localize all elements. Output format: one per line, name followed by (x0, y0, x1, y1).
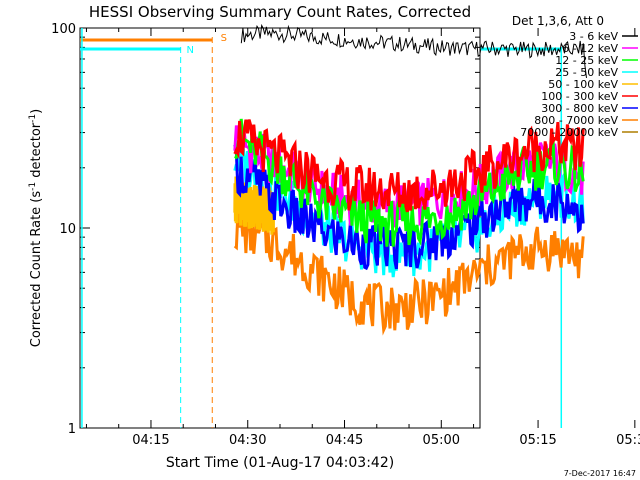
legend-label: 12 - 25 keV (555, 54, 618, 67)
y-axis-label-sup2: -1 (28, 114, 38, 123)
plot-frame (79, 27, 481, 429)
x-tick-label: 05:15 (519, 433, 556, 448)
x-axis: 04:15 04:30 04:45 05:00 05:15 05:30 (85, 28, 640, 448)
saa-flag-label: S (221, 33, 227, 44)
series-layer (233, 23, 587, 336)
y-axis-label-sup1: -1 (28, 182, 38, 191)
y-axis-label-end: ) (29, 109, 44, 114)
x-tick-label: 04:45 (326, 433, 363, 448)
y-axis-label-main: Corrected Count Rate (s (29, 191, 44, 348)
date-stamp: 7-Dec-2017 16:47 (564, 469, 636, 478)
legend-label: 25 - 50 keV (555, 66, 618, 79)
night-flag-label: N (186, 45, 193, 56)
series-line (233, 176, 275, 235)
x-axis-label: Start Time (01-Aug-17 04:03:42) (166, 455, 394, 471)
legend-label: 800 - 7000 keV (534, 114, 618, 127)
y-axis-label-mid: detector (29, 122, 44, 182)
series-line (233, 119, 585, 213)
x-tick-label: 05:30 (616, 433, 640, 448)
y-axis: 1 10 100 (51, 22, 480, 437)
y-tick-label: 100 (51, 22, 76, 37)
x-tick-label: 05:00 (423, 433, 460, 448)
y-tick-label: 10 (59, 222, 76, 237)
legend-label: 100 - 300 keV (541, 90, 618, 103)
series-line (233, 209, 585, 336)
legend-label: 6 - 12 keV (562, 42, 618, 55)
legend-header: Det 1,3,6, Att 0 (512, 14, 604, 28)
series-line (240, 23, 587, 78)
y-axis-label: Corrected Count Rate (s-1 detector-1) (28, 109, 44, 347)
x-tick-label: 04:30 (229, 433, 266, 448)
legend-label: 3 - 6 keV (569, 30, 618, 43)
y-tick-label: 1 (68, 422, 76, 437)
x-tick-label: 04:15 (132, 433, 169, 448)
legend-label: 50 - 100 keV (548, 78, 618, 91)
legend-label: 7000 - 20000 keV (520, 126, 618, 139)
chart-title: HESSI Observing Summary Count Rates, Cor… (89, 3, 471, 21)
legend-label: 300 - 800 keV (541, 102, 618, 115)
